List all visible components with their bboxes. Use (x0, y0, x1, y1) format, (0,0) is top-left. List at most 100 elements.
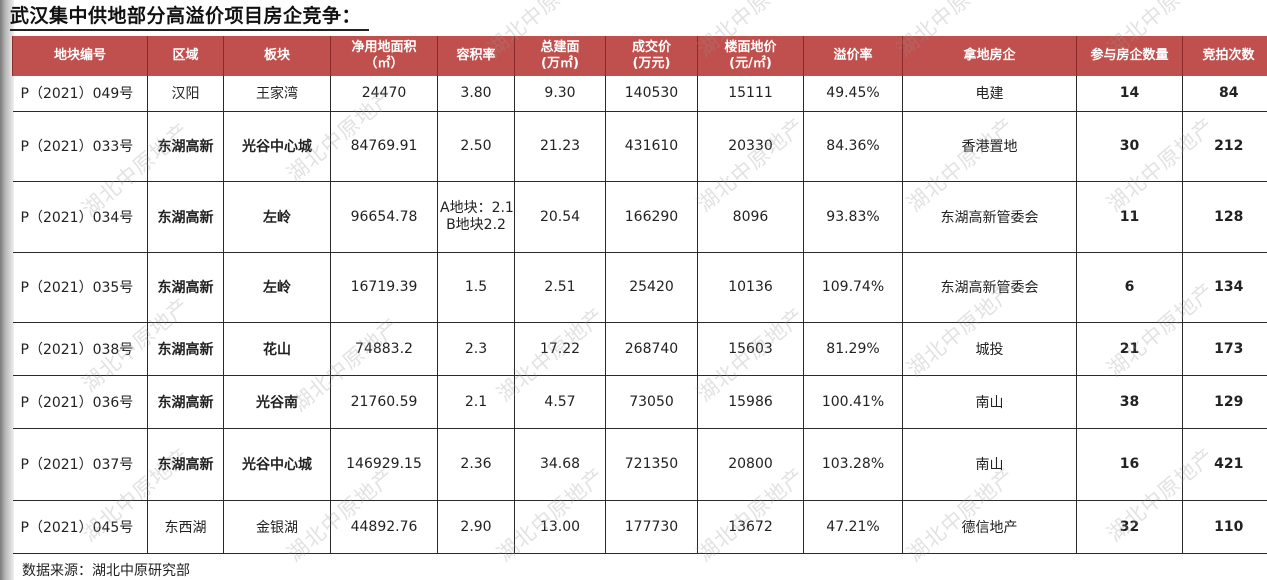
header-total-gfa: 总建面 (万㎡) (514, 36, 606, 76)
cell-gfa: 13.00 (514, 499, 606, 554)
table-row: P（2021）036号 东湖高新 光谷南 21760.59 2.1 4.57 7… (12, 374, 1267, 429)
cell-plot-id: P（2021）034号 (12, 180, 148, 253)
cell-plot-id: P（2021）033号 (12, 110, 148, 182)
cell-far: 2.36 (437, 427, 515, 501)
header-floor-area-ratio: 容积率 (437, 36, 515, 76)
cell-floor-price: 10136 (697, 251, 804, 323)
cell-premium: 84.36% (803, 110, 903, 182)
cell-price: 73050 (605, 374, 698, 429)
cell-price: 268740 (605, 321, 698, 376)
table-row: P（2021）045号 东西湖 金银湖 44892.76 2.90 13.00 … (12, 499, 1267, 554)
cell-bidders: 11 (1076, 180, 1183, 253)
cell-district: 东湖高新 (147, 321, 224, 376)
cell-bidders: 21 (1076, 321, 1183, 376)
cell-floor-price: 15986 (697, 374, 804, 429)
cell-far: 2.3 (437, 321, 515, 376)
page-edge-shadow (0, 0, 14, 580)
cell-district: 东湖高新 (147, 374, 224, 429)
cell-floor-price: 20330 (697, 110, 804, 182)
cell-gfa: 34.68 (514, 427, 606, 501)
cell-premium: 49.45% (803, 76, 903, 112)
cell-far: A地块：2.1；B地块2.2 (437, 180, 515, 253)
table-row: P（2021）035号 东湖高新 左岭 16719.39 1.5 2.51 25… (12, 251, 1267, 323)
cell-plot-id: P（2021）036号 (12, 374, 148, 429)
cell-premium: 103.28% (803, 427, 903, 501)
cell-area: 84769.91 (330, 110, 438, 182)
cell-plot-id: P（2021）038号 (12, 321, 148, 376)
table-header-row: 地块编号 区域 板块 净用地面积 （㎡） 容积率 总建面 (万㎡) 成交价 (万元) … (12, 36, 1267, 76)
cell-far: 2.90 (437, 499, 515, 554)
cell-rounds: 134 (1182, 251, 1267, 323)
cell-bidders: 30 (1076, 110, 1183, 182)
cell-floor-price: 20800 (697, 427, 804, 501)
table-row: P（2021）049号 汉阳 王家湾 24470 3.80 9.30 14053… (12, 76, 1267, 112)
cell-plot-id: P（2021）035号 (12, 251, 148, 323)
cell-floor-price: 15111 (697, 76, 804, 112)
cell-gfa: 21.23 (514, 110, 606, 182)
header-net-land-area: 净用地面积 （㎡） (330, 36, 438, 76)
header-sector: 板块 (223, 36, 331, 76)
cell-premium: 93.83% (803, 180, 903, 253)
cell-district: 东湖高新 (147, 251, 224, 323)
header-premium-rate: 溢价率 (803, 36, 903, 76)
cell-floor-price: 8096 (697, 180, 804, 253)
cell-floor-price: 13672 (697, 499, 804, 554)
cell-bidders: 14 (1076, 76, 1183, 112)
header-buyer: 拿地房企 (902, 36, 1077, 76)
cell-sector: 光谷中心城 (223, 427, 331, 501)
cell-area: 24470 (330, 76, 438, 112)
header-plot-id: 地块编号 (12, 36, 148, 76)
cell-sector: 金银湖 (223, 499, 331, 554)
cell-gfa: 20.54 (514, 180, 606, 253)
table-row: P（2021）037号 东湖高新 光谷中心城 146929.15 2.36 34… (12, 427, 1267, 501)
cell-district: 东湖高新 (147, 180, 224, 253)
cell-far: 3.80 (437, 76, 515, 112)
cell-district: 汉阳 (147, 76, 224, 112)
data-source-note: 数据来源：湖北中原研究部 (22, 563, 190, 579)
cell-sector: 光谷南 (223, 374, 331, 429)
cell-district: 东西湖 (147, 499, 224, 554)
cell-area: 21760.59 (330, 374, 438, 429)
cell-premium: 109.74% (803, 251, 903, 323)
cell-rounds: 212 (1182, 110, 1267, 182)
cell-district: 东湖高新 (147, 110, 224, 182)
cell-gfa: 17.22 (514, 321, 606, 376)
cell-premium: 47.21% (803, 499, 903, 554)
cell-price: 177730 (605, 499, 698, 554)
header-deal-price: 成交价 (万元) (605, 36, 698, 76)
header-floor-price: 楼面地价 (元/㎡) (697, 36, 804, 76)
cell-area: 16719.39 (330, 251, 438, 323)
page-title: 武汉集中供地部分高溢价项目房企竞争： (10, 3, 370, 31)
cell-bidders: 6 (1076, 251, 1183, 323)
cell-area: 44892.76 (330, 499, 438, 554)
cell-rounds: 173 (1182, 321, 1267, 376)
cell-price: 25420 (605, 251, 698, 323)
table-row: P（2021）033号 东湖高新 光谷中心城 84769.91 2.50 21.… (12, 110, 1267, 182)
cell-price: 140530 (605, 76, 698, 112)
cell-price: 166290 (605, 180, 698, 253)
cell-area: 74883.2 (330, 321, 438, 376)
cell-buyer: 东湖高新管委会 (902, 180, 1077, 253)
cell-sector: 左岭 (223, 251, 331, 323)
cell-sector: 左岭 (223, 180, 331, 253)
header-district: 区域 (147, 36, 224, 76)
cell-price: 431610 (605, 110, 698, 182)
cell-premium: 100.41% (803, 374, 903, 429)
cell-premium: 81.29% (803, 321, 903, 376)
cell-price: 721350 (605, 427, 698, 501)
header-bid-rounds: 竞拍次数 (1182, 36, 1267, 76)
cell-buyer: 德信地产 (902, 499, 1077, 554)
header-bidder-count: 参与房企数量 (1076, 36, 1183, 76)
land-auction-table: 地块编号 区域 板块 净用地面积 （㎡） 容积率 总建面 (万㎡) 成交价 (万元) … (12, 36, 1267, 554)
cell-gfa: 4.57 (514, 374, 606, 429)
cell-sector: 花山 (223, 321, 331, 376)
cell-buyer: 南山 (902, 374, 1077, 429)
table-row: P（2021）038号 东湖高新 花山 74883.2 2.3 17.22 26… (12, 321, 1267, 376)
cell-plot-id: P（2021）049号 (12, 76, 148, 112)
cell-area: 96654.78 (330, 180, 438, 253)
cell-sector: 光谷中心城 (223, 110, 331, 182)
cell-buyer: 南山 (902, 427, 1077, 501)
cell-bidders: 38 (1076, 374, 1183, 429)
cell-rounds: 421 (1182, 427, 1267, 501)
cell-buyer: 香港置地 (902, 110, 1077, 182)
